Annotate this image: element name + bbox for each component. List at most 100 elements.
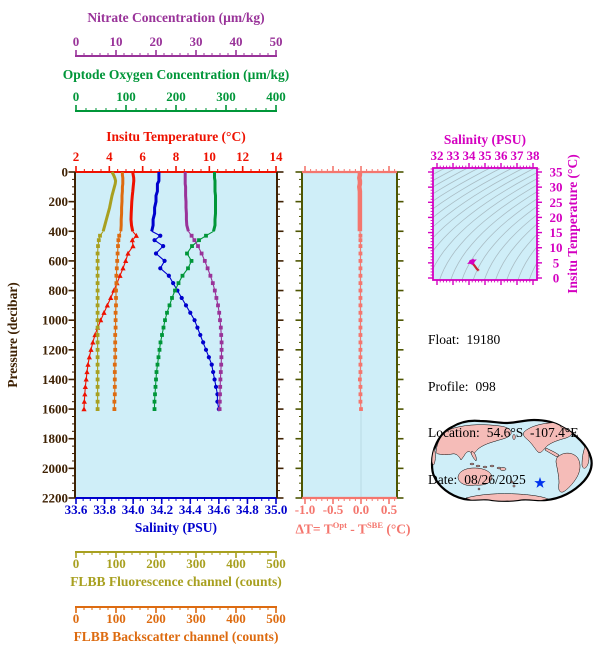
float-info-row: Float: 19180 (428, 332, 579, 348)
axis-pressure: 0 200 400 600 800 1000 1200 1400 1600 1800 2000 220… (5, 165, 284, 506)
series-delta-t (357, 172, 363, 411)
tick-label: 10 (110, 34, 123, 49)
delta-panel-axes: -1.0 -0.5 0.0 0.5 (295, 166, 404, 517)
axis-title-temperature: Insitu Temperature (°C) (106, 129, 245, 144)
tick-label: 0 (73, 89, 80, 104)
float-info-row: Profile: 098 (428, 379, 579, 395)
tick-label: 40 (230, 34, 243, 49)
pressure-tick-label: 1400 (42, 372, 68, 387)
pressure-tick-label: 1200 (42, 342, 68, 357)
ts-temp-tick-label: 20 (550, 210, 563, 225)
ts-temp-axis-title: Insitu Temperature (°C) (565, 154, 580, 293)
date-label: Date: (428, 471, 458, 487)
axis-oxygen: 0 100 200 300 400 Optode Oxygen Concentration… (63, 67, 289, 112)
delta-t-title-part: - T (346, 521, 367, 537)
pressure-tick-label: 600 (49, 253, 69, 268)
delta-t-axis-title: ΔT= TOpt - TSBE (°C) (284, 520, 422, 538)
delta-tick-label: 0.0 (353, 502, 369, 517)
pressure-tick-label: 800 (49, 283, 69, 298)
axis-temperature: 2 4 6 8 10 12 14 Insitu Temperature (°C) (73, 129, 284, 173)
tick-label: 400 (266, 89, 286, 104)
tick-label: 34.6 (207, 502, 230, 517)
axis-fluorescence: 0 100 200 300 400 500 FLBB Fluorescence channe… (70, 551, 286, 589)
ts-temp-tick-label: 5 (553, 255, 560, 270)
ts-sal-tick-label: 38 (527, 148, 541, 163)
tick-label: 300 (186, 556, 206, 571)
tick-label: 300 (186, 611, 206, 626)
delta-t-title-part: (°C) (383, 521, 411, 537)
tick-label: 500 (266, 611, 286, 626)
axis-title-salinity: Salinity (PSU) (135, 520, 217, 535)
axis-backscatter: 0 100 200 300 400 500 FLBB Backscatter channel… (73, 606, 286, 644)
tick-label: 50 (270, 34, 283, 49)
tick-label: 20 (150, 34, 163, 49)
tick-label: 34.4 (179, 502, 202, 517)
tick-label: 100 (106, 556, 126, 571)
pressure-tick-label: 1800 (42, 431, 68, 446)
float-info: Float: 19180 Profile: 098 Location: 54.6°S … (428, 301, 579, 518)
tick-label: 0 (73, 34, 80, 49)
ts-sal-tick-label: 37 (511, 148, 525, 163)
tick-label: 100 (106, 611, 126, 626)
axis-nitrate: 0 10 20 30 40 50 Nitrate Concentration (µm/kg) (73, 10, 283, 57)
delta-tick-label: -1.0 (295, 502, 316, 517)
tick-label: 12 (236, 149, 249, 164)
tick-label: 35.0 (265, 502, 288, 517)
world-map (430, 418, 593, 502)
series-oxygen (152, 172, 217, 411)
tick-label: 8 (173, 149, 180, 164)
tick-label: 300 (216, 89, 236, 104)
location-label: Location: (428, 425, 480, 440)
series-fluorescence (95, 171, 118, 411)
float-info-row: Location: 54.6°S -107.4°E (428, 425, 579, 441)
ts-temp-tick-label: 10 (550, 240, 563, 255)
axis-title-oxygen: Optode Oxygen Concentration (µm/kg) (63, 67, 289, 82)
profile-label: Profile: (428, 378, 469, 394)
tick-label: 30 (190, 34, 203, 49)
axis-salinity: 33.6 33.8 34.0 34.2 34.4 34.6 34.8 35.0 Salinity… (65, 497, 288, 535)
tick-label: 33.8 (93, 502, 116, 517)
tick-label: 14 (270, 149, 284, 164)
ts-temp-tick-label: 30 (550, 180, 563, 195)
pressure-tick-label: 2200 (42, 491, 68, 506)
pressure-tick-label: 1600 (42, 402, 68, 417)
tick-label: 500 (266, 556, 286, 571)
ts-temp-tick-label: 0 (553, 271, 560, 286)
tick-label: 0 (73, 611, 80, 626)
ts-temp-tick-label: 35 (550, 165, 564, 180)
delta-t-title-part: ΔT= T (295, 521, 333, 537)
tick-label: 400 (226, 611, 246, 626)
pressure-tick-label: 1000 (42, 313, 68, 328)
axis-title-nitrate: Nitrate Concentration (µm/kg) (87, 10, 264, 25)
ts-sal-tick-label: 36 (495, 148, 509, 163)
axis-title-fluorescence: FLBB Fluorescence channel (counts) (70, 574, 282, 589)
ts-curve (467, 258, 480, 272)
tick-label: 0 (73, 556, 80, 571)
ts-temp-tick-label: 15 (550, 225, 564, 240)
ts-temp-tick-label: 25 (550, 195, 564, 210)
float-position-star-icon (534, 477, 546, 488)
tick-label: 34.8 (236, 502, 259, 517)
delta-t-title-sup-opt: Opt (332, 520, 347, 530)
tick-label: 100 (116, 89, 136, 104)
date-value: 08/26/2025 (464, 471, 526, 487)
float-label: Float: (428, 332, 460, 347)
pressure-tick-label: 0 (62, 165, 69, 180)
tick-label: 200 (146, 611, 166, 626)
series-nitrate (183, 172, 224, 411)
axis-title-pressure: Pressure (decibar) (5, 282, 20, 388)
tick-label: 2 (73, 149, 80, 164)
tick-label: 200 (166, 89, 186, 104)
series-temperature (81, 171, 139, 412)
series-salinity (150, 172, 221, 412)
ts-sal-tick-label: 32 (431, 148, 444, 163)
ts-sal-axis-title: Salinity (PSU) (444, 132, 526, 147)
plot-backgrounds (75, 168, 537, 498)
tick-label: 6 (139, 149, 146, 164)
tick-label: 4 (106, 149, 113, 164)
axis-title-backscatter: FLBB Backscatter channel (counts) (74, 629, 279, 644)
delta-tick-label: -0.5 (323, 502, 344, 517)
pressure-tick-label: 200 (49, 194, 69, 209)
